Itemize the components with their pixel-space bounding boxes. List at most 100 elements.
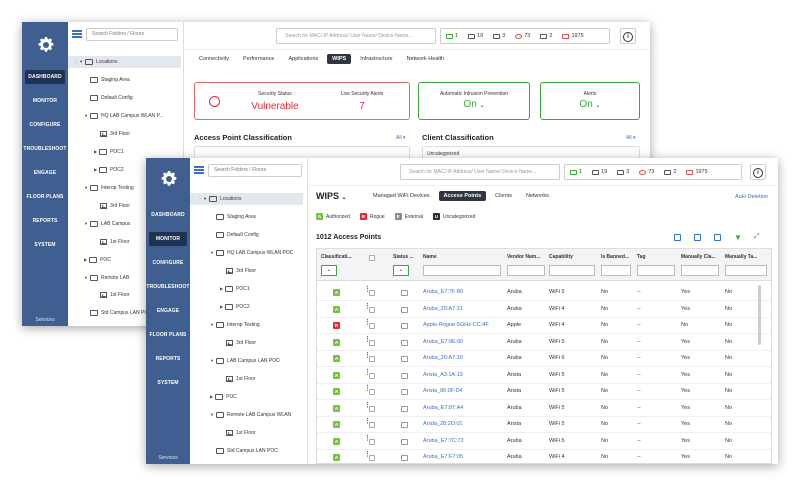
tree-node[interactable]: ▶ POC2 bbox=[94, 165, 124, 175]
nav-reports[interactable]: REPORTS bbox=[32, 218, 58, 224]
tree-node[interactable]: ▼ LAB Campus bbox=[84, 219, 130, 229]
stat-switches[interactable]: 19 bbox=[592, 169, 607, 175]
table-scrollbar[interactable] bbox=[758, 285, 761, 345]
tree-node[interactable]: Default Config bbox=[90, 93, 133, 103]
filter-icon[interactable]: ▼ bbox=[734, 233, 742, 242]
expand-icon[interactable]: ⤢ bbox=[754, 233, 760, 240]
services-link[interactable]: Services bbox=[35, 317, 55, 323]
stat-switches[interactable]: 19 bbox=[468, 33, 483, 39]
table-row[interactable]: A ⋮ Arista_28:2D:01 Arista WiFi 5 No -- Yes No bbox=[317, 417, 771, 433]
ap-filter-dropdown[interactable]: All ▾ bbox=[396, 135, 406, 141]
client-filter-dropdown[interactable]: All ▾ bbox=[626, 135, 636, 141]
column-filter-input[interactable] bbox=[681, 265, 719, 276]
row-actions-icon[interactable]: ⋮ bbox=[364, 319, 371, 326]
column-header[interactable]: Is Banned... bbox=[601, 254, 630, 260]
row-checkbox[interactable] bbox=[369, 438, 375, 445]
tab-connectivity[interactable]: Connectivity bbox=[199, 56, 229, 62]
tree-node-locations[interactable]: ⋮ ▼ Locations bbox=[74, 57, 117, 67]
tab-infrastructure[interactable]: Infrastructure bbox=[360, 56, 393, 62]
tab-network-health[interactable]: Network Health bbox=[406, 56, 445, 62]
row-actions-icon[interactable]: ⋮ bbox=[364, 401, 371, 409]
table-row[interactable]: A ⋮ Aruba_20:A7:30 Aruba WiFi 6 No -- Yes No bbox=[317, 351, 771, 367]
hamburger-menu-icon[interactable] bbox=[72, 30, 82, 38]
table-row[interactable]: A ⋮ Aruba_E7:87:A4 Aruba WiFi 5 No -- Yes No bbox=[317, 401, 771, 417]
ap-name-link[interactable]: Aruba_E7:F7:05 bbox=[423, 454, 464, 460]
tree-node[interactable]: ▶ POC bbox=[84, 255, 111, 265]
auto-prevention-toggle[interactable]: On ⌄ bbox=[419, 99, 529, 110]
nav-dashboard[interactable]: DASHBOARD bbox=[151, 212, 185, 218]
row-checkbox[interactable] bbox=[369, 389, 375, 395]
tree-node[interactable]: ▶ POC1 bbox=[220, 284, 250, 294]
stat-alerts[interactable]: 1975 bbox=[686, 169, 708, 175]
auto-deletion-link[interactable]: Auto Deletion bbox=[734, 194, 768, 200]
wips-title-dropdown[interactable]: WIPS ⌄ bbox=[316, 191, 347, 201]
tab-clients[interactable]: Clients bbox=[495, 193, 512, 199]
global-search-input[interactable]: Search for MAC/ IP Address/ User Name/ D… bbox=[276, 28, 436, 44]
nav-system[interactable]: SYSTEM bbox=[157, 380, 179, 386]
nav-floor-plans[interactable]: FLOOR PLANS bbox=[26, 194, 64, 200]
folder-search-input[interactable]: Search Folders / Floors bbox=[86, 28, 178, 41]
tree-node-locations[interactable]: ⋮ ▼ Locations bbox=[198, 194, 241, 204]
tree-node[interactable]: 3rd Floor bbox=[100, 201, 130, 211]
stat-security[interactable]: 73 bbox=[515, 33, 530, 39]
stat-links[interactable]: 2 bbox=[540, 33, 552, 39]
nav-troubleshoot[interactable]: TROUBLESHOOT bbox=[146, 284, 190, 290]
nav-configure[interactable]: CONFIGURE bbox=[152, 260, 184, 266]
tree-node[interactable]: ▼ LAB Campus LAN POC bbox=[210, 356, 280, 366]
table-row[interactable]: A ⋮ Aruba_E7:7C:72 Aruba WiFi 5 No -- Yes No bbox=[317, 434, 771, 450]
stat-servers[interactable]: 3 bbox=[493, 33, 505, 39]
tree-node[interactable]: Staging Area bbox=[90, 75, 130, 85]
ap-name-link[interactable]: Arista_28:2D:01 bbox=[423, 421, 463, 427]
nav-reports[interactable]: REPORTS bbox=[155, 356, 181, 362]
nav-dashboard[interactable]: DASHBOARD bbox=[25, 70, 65, 84]
column-header[interactable]: Capability bbox=[549, 254, 573, 260]
column-filter-input[interactable] bbox=[601, 265, 631, 276]
tree-node[interactable]: 1st Floor bbox=[100, 290, 129, 300]
info-button[interactable]: i bbox=[620, 28, 636, 44]
tree-node[interactable]: ▶ POC bbox=[210, 392, 237, 402]
tree-node[interactable]: ▼ HQ LAB Campus WLAN P... bbox=[84, 111, 163, 121]
export-icon[interactable] bbox=[674, 234, 681, 241]
info-button[interactable]: i bbox=[750, 164, 766, 180]
tree-node[interactable]: 3rd Floor bbox=[226, 338, 256, 348]
row-actions-icon[interactable]: ⋮ bbox=[364, 335, 371, 343]
row-checkbox[interactable] bbox=[369, 306, 375, 313]
stat-alerts[interactable]: 1975 bbox=[562, 33, 584, 39]
nav-monitor[interactable]: MONITOR bbox=[149, 232, 187, 246]
tree-node[interactable]: ▼ Remote LAB bbox=[84, 273, 129, 283]
stat-servers[interactable]: 3 bbox=[617, 169, 629, 175]
nav-monitor[interactable]: MONITOR bbox=[32, 98, 58, 104]
alerts-toggle[interactable]: On ⌄ bbox=[541, 99, 639, 110]
table-row[interactable]: A ⋮ Aruba_20:A7:31 Aruba WiFi 4 No -- Yes No bbox=[317, 302, 771, 318]
column-filter-input[interactable] bbox=[507, 265, 545, 276]
row-actions-icon[interactable]: ⋮ bbox=[364, 418, 371, 425]
row-checkbox[interactable] bbox=[369, 356, 375, 362]
table-row[interactable]: A ⋮ Aruba_E7:9E:60 Aruba WiFi 5 No -- Yes No bbox=[317, 335, 771, 351]
table-row[interactable]: A ⋮ Aruba_E7:F7:05 Aruba WiFi 4 No -- Yes No bbox=[317, 450, 771, 463]
ap-name-link[interactable]: Aruba_E7:7F:80 bbox=[423, 289, 464, 295]
table-row[interactable]: A ⋮ Arista_86:0F:D4 Arista WiFi 5 No -- Yes No bbox=[317, 384, 771, 400]
tree-node[interactable]: ▼ Interop Testing bbox=[210, 320, 260, 330]
tree-node[interactable]: 3rd Floor bbox=[226, 266, 256, 276]
nav-engage[interactable]: ENGAGE bbox=[33, 170, 57, 176]
nav-engage[interactable]: ENGAGE bbox=[156, 308, 180, 314]
row-checkbox[interactable] bbox=[369, 455, 375, 461]
tree-node[interactable]: ▶ POC2 bbox=[220, 302, 250, 312]
column-filter-input[interactable] bbox=[423, 265, 501, 276]
download-icon[interactable] bbox=[694, 234, 701, 241]
tree-node[interactable]: 1st Floor bbox=[100, 237, 129, 247]
nav-troubleshoot[interactable]: TROUBLESHOOT bbox=[23, 146, 67, 152]
tab-wips[interactable]: WIPS bbox=[327, 54, 352, 64]
tree-node[interactable]: 3rd Floor bbox=[100, 129, 130, 139]
row-actions-icon[interactable]: ⋮ bbox=[364, 451, 371, 458]
column-filter-input[interactable] bbox=[637, 265, 675, 276]
row-checkbox[interactable] bbox=[369, 405, 375, 412]
column-filter-input[interactable] bbox=[725, 265, 767, 276]
tab-applications[interactable]: Applications bbox=[288, 56, 319, 62]
tab-performance[interactable]: Performance bbox=[242, 56, 275, 62]
stat-access-points[interactable]: 1 bbox=[570, 169, 582, 175]
row-actions-icon[interactable]: ⋮ bbox=[364, 352, 371, 359]
column-header[interactable]: Status ... bbox=[393, 254, 414, 260]
row-actions-icon[interactable]: ⋮ bbox=[364, 434, 371, 442]
nav-system[interactable]: SYSTEM bbox=[34, 242, 56, 248]
